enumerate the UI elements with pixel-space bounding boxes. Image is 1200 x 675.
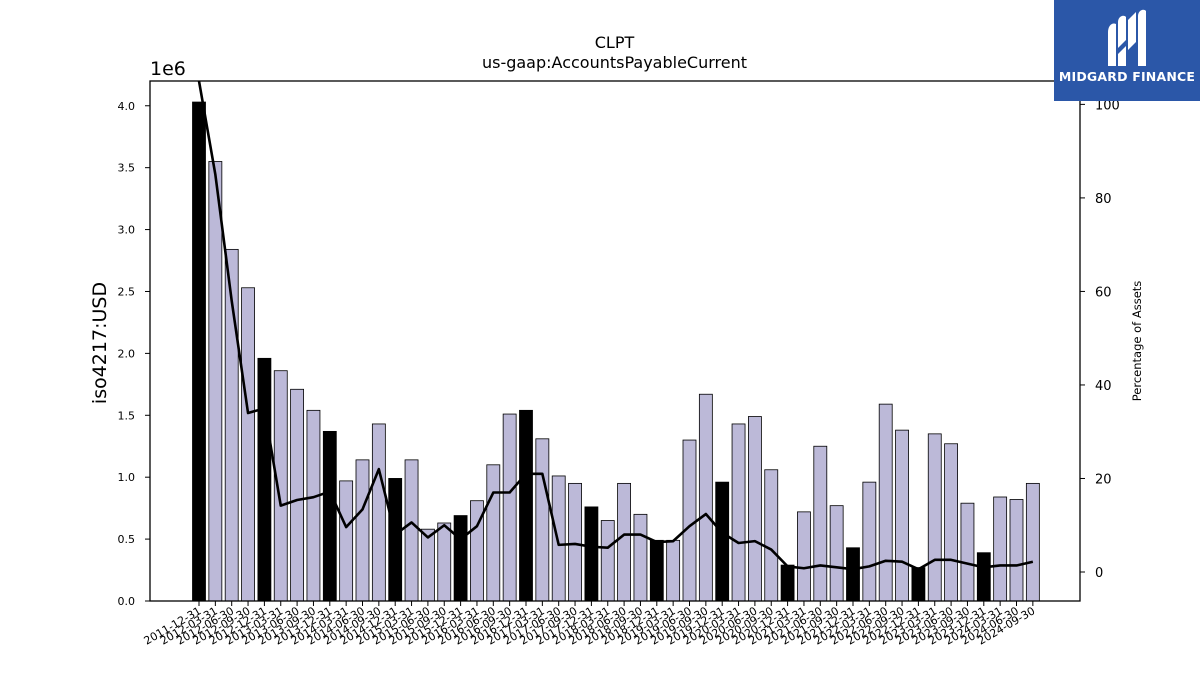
midgard-logo-icon: [1108, 9, 1146, 66]
y-right-tick-label: 0: [1095, 566, 1103, 581]
bar-2020-09-30: [764, 469, 779, 602]
y-tick-label: 1.5: [118, 409, 136, 422]
bar-2014-09-30: [371, 423, 386, 602]
bar-2018-03-31: [600, 520, 615, 602]
bar-2016-06-30: [486, 464, 501, 602]
bar-2012-09-30: [241, 287, 255, 602]
y-tick-label: 2.5: [118, 285, 136, 298]
bar-2024-06-30: [1009, 499, 1024, 602]
bar-2017-09-30: [568, 482, 582, 602]
y-right-tick-label: 80: [1095, 192, 1112, 207]
bar-2016-12-31: [519, 409, 533, 602]
bar-2019-06-30: [682, 439, 697, 602]
y-tick-label: 0.5: [118, 533, 136, 546]
bar-2021-12-31: [846, 547, 860, 602]
bar-2018-12-31: [649, 539, 664, 602]
bar-2012-03-31: [208, 161, 223, 602]
bar-2014-06-30: [355, 459, 370, 602]
bar-2020-06-30: [748, 416, 762, 602]
axes-layer: 0.00.51.01.52.02.53.03.54.00204060801002…: [118, 80, 1120, 648]
bar-2013-12-31: [322, 430, 337, 602]
bar-2022-06-30: [878, 403, 893, 602]
chart-subtitle: us-gaap:AccountsPayableCurrent: [482, 53, 747, 72]
plot-frame: [149, 80, 1081, 602]
logo-name: MIDGARD FINANCE: [1058, 69, 1196, 84]
bar-2014-03-31: [339, 480, 354, 602]
brand-logo: MIDGARD FINANCE: [1054, 0, 1200, 101]
bar-2018-09-30: [633, 513, 648, 602]
bar-2015-03-31: [404, 459, 419, 602]
bar-2016-09-30: [502, 413, 517, 602]
bar-2022-12-31: [911, 567, 926, 602]
y-right-tick-label: 60: [1095, 285, 1112, 300]
bar-2024-09-30: [1025, 482, 1040, 602]
bar-2013-06-30: [290, 388, 305, 602]
bar-2017-12-31: [584, 506, 599, 602]
line-layer: [197, 81, 1034, 571]
y-axis-right-label: Percentage of Assets: [1130, 281, 1144, 402]
percentage-of-assets-line: [197, 81, 1034, 571]
bar-2019-03-31: [666, 539, 681, 602]
y-right-tick-label: 20: [1095, 472, 1112, 487]
bar-2021-06-30: [813, 445, 828, 602]
bar-2015-12-31: [453, 515, 468, 602]
bars-layer: [192, 101, 1040, 602]
y-tick-label: 3.0: [118, 224, 136, 237]
y-tick-label: 1.0: [118, 471, 136, 484]
bar-2014-12-31: [388, 478, 403, 602]
bar-2017-03-31: [535, 438, 550, 602]
bar-2021-03-31: [797, 511, 811, 602]
bar-2012-12-31: [257, 357, 272, 602]
bar-2023-12-31: [976, 552, 991, 602]
y-right-tick-label: 40: [1095, 379, 1112, 394]
y-tick-label: 2.0: [118, 347, 136, 360]
bar-2021-09-30: [829, 505, 844, 602]
bar-2015-06-30: [420, 528, 435, 602]
bar-2024-03-31: [993, 496, 1008, 602]
y-tick-label: 3.5: [118, 162, 136, 175]
bar-2020-12-31: [780, 564, 795, 602]
y-axis-label: iso4217:USD: [89, 282, 111, 404]
bar-2013-09-30: [306, 409, 321, 602]
bar-2020-03-31: [731, 423, 746, 602]
bar-2019-09-30: [698, 393, 713, 602]
bar-2019-12-31: [715, 481, 730, 602]
y-tick-label: 0.0: [118, 595, 136, 608]
bar-2023-09-30: [960, 502, 975, 602]
bar-2018-06-30: [617, 482, 631, 602]
y-offset-label: 1e6: [150, 58, 186, 80]
y-right-tick-label: 100: [1095, 98, 1120, 113]
chart-title: CLPT: [595, 33, 635, 52]
y-tick-label: 4.0: [118, 100, 136, 113]
bar-2011-12-31: [192, 101, 206, 602]
bar-2015-09-30: [437, 522, 452, 602]
bar-2023-06-30: [944, 443, 958, 602]
bar-2022-03-31: [862, 481, 877, 602]
bar-2023-03-31: [927, 433, 942, 602]
bar-2022-09-30: [895, 429, 909, 602]
bar-2017-06-30: [551, 475, 566, 602]
